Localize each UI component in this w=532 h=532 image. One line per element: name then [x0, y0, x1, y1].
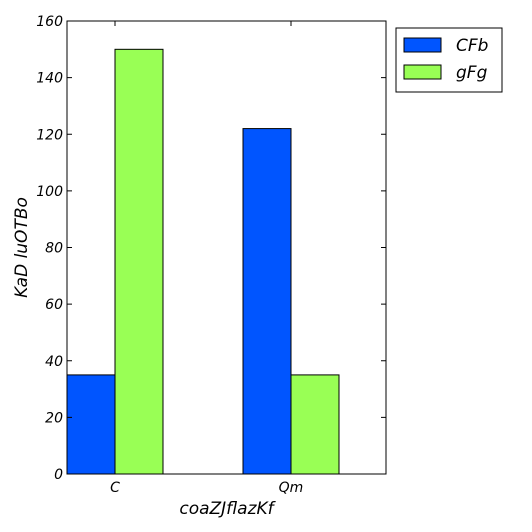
bar-gFg-Qm — [290, 374, 340, 475]
y-tick-label: 20 — [45, 410, 63, 426]
y-tick-label: 80 — [45, 241, 63, 257]
legend-label-CFb: CFb — [456, 36, 488, 56]
y-tick-label: 40 — [45, 354, 63, 370]
legend-swatch-gFg — [403, 64, 442, 80]
y-axis-label: KaD luOTBo — [12, 197, 32, 298]
legend: CFb gFg — [395, 27, 503, 93]
x-tick-label: Qm — [279, 480, 304, 496]
y-tick-label: 60 — [45, 297, 63, 313]
legend-label-gFg: gFg — [456, 63, 488, 83]
y-tick-label: 100 — [36, 184, 63, 200]
x-tick-label: C — [110, 480, 120, 496]
bar-gFg-C — [114, 48, 164, 475]
y-tick-label: 0 — [54, 467, 63, 483]
ticks-group — [67, 20, 386, 475]
x-axis-label: coaZJflazKf — [179, 499, 276, 519]
bars-group — [66, 48, 340, 475]
bar-CFb-Qm — [242, 128, 292, 475]
legend-swatch-CFb — [403, 37, 442, 53]
tick-labels-group: C Qm 0 20 40 60 80 100 120 140 160 — [36, 14, 303, 496]
y-tick-label: 160 — [36, 14, 63, 30]
y-tick-label: 120 — [36, 127, 63, 143]
y-tick-label: 140 — [36, 71, 63, 87]
bar-CFb-C — [66, 374, 116, 475]
